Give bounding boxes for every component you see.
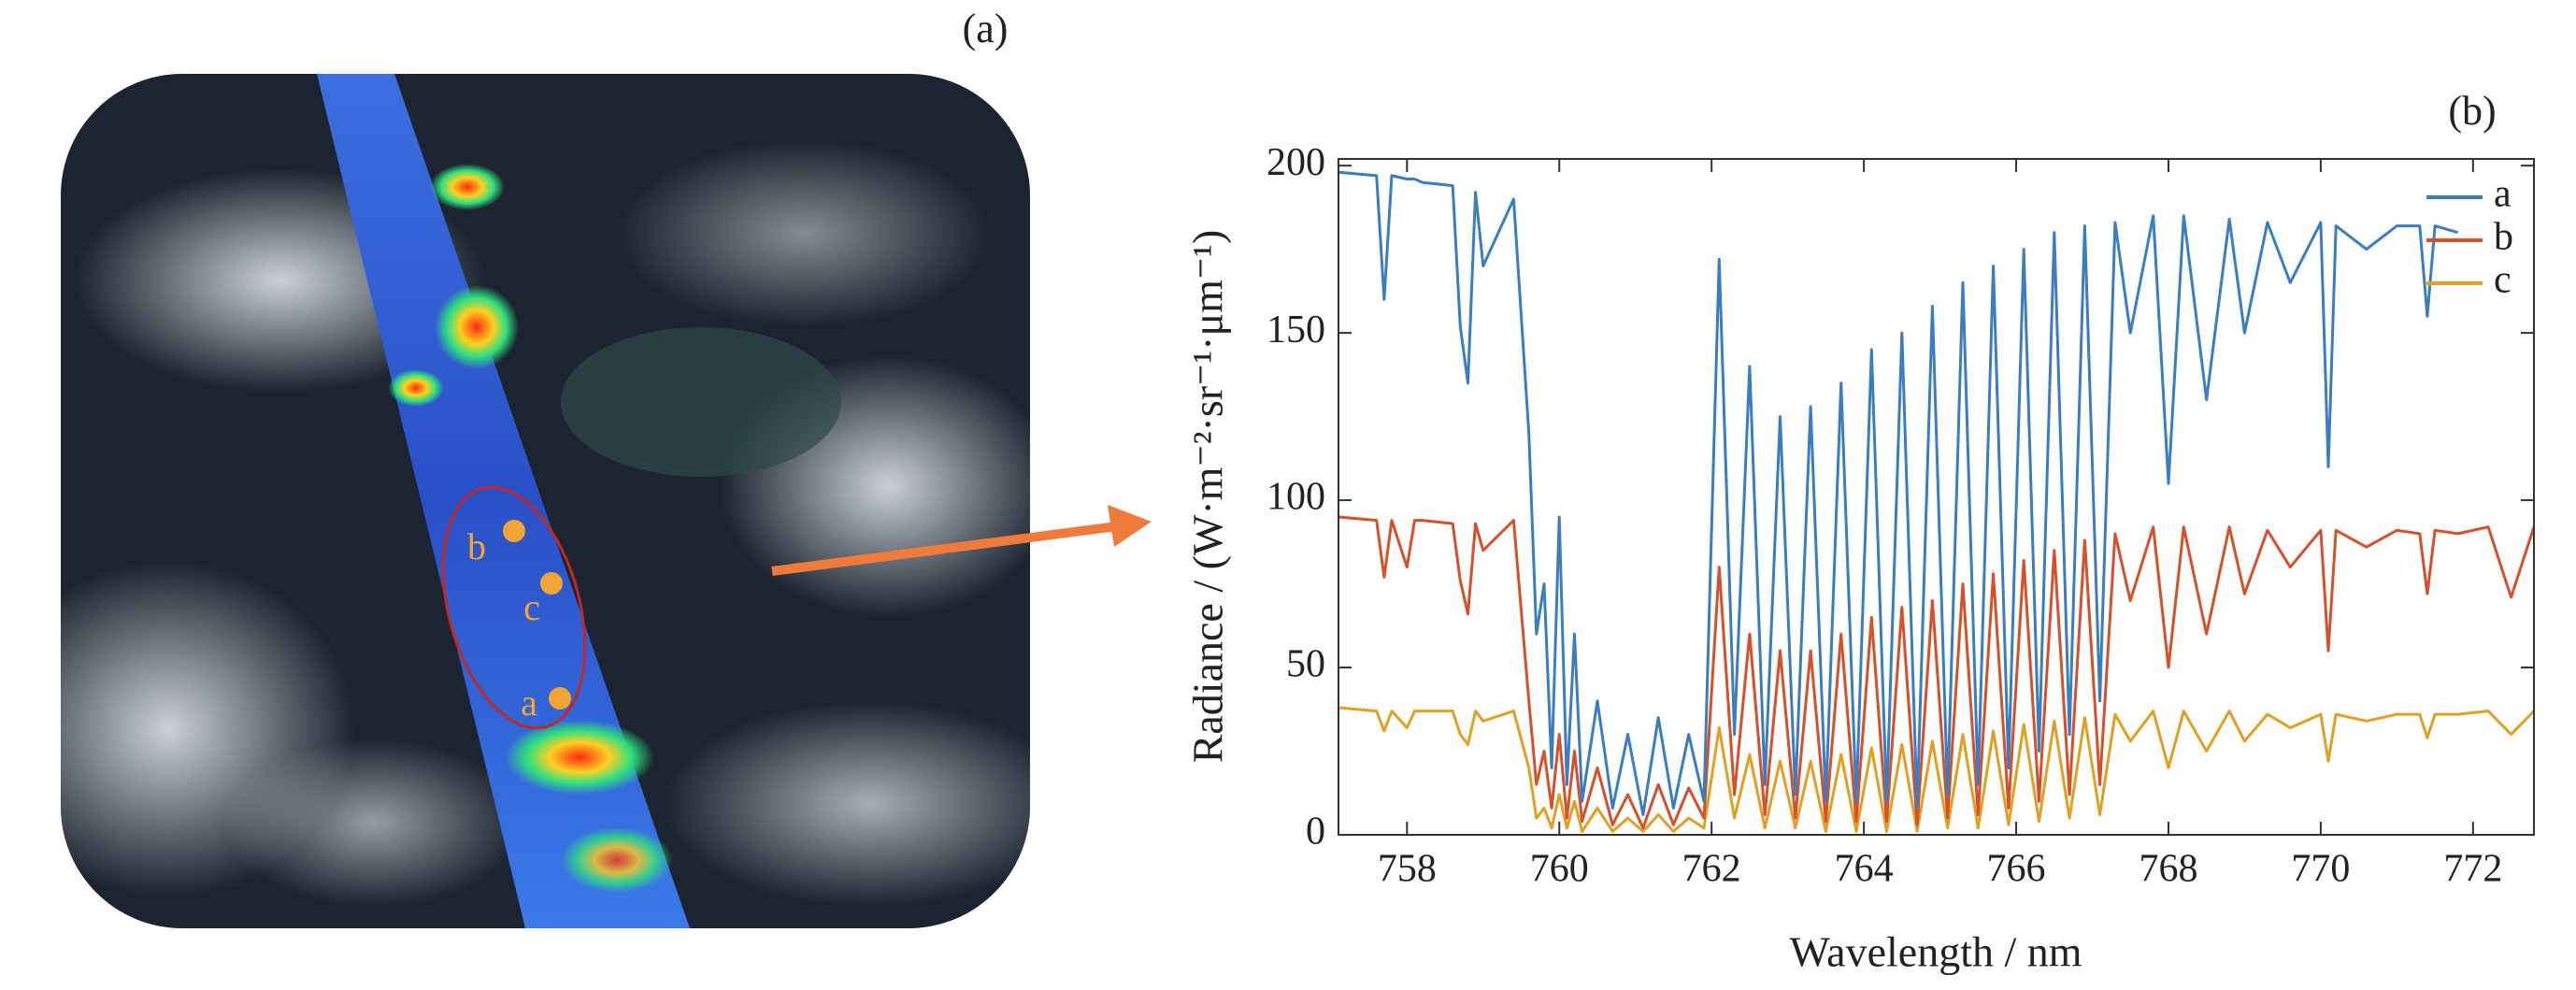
point-label: a xyxy=(521,682,537,724)
x-tick-label: 772 xyxy=(2443,848,2502,891)
y-tick-label: 150 xyxy=(1267,308,1325,352)
series-line xyxy=(1338,706,2536,833)
plot-frame xyxy=(1338,158,2535,836)
y-tick-label: 100 xyxy=(1267,476,1325,519)
x-axis-label: Wavelength / nm xyxy=(1789,928,2082,976)
series-line xyxy=(1338,515,2536,830)
panel-label: (a) xyxy=(963,6,1009,51)
legend-label: b xyxy=(2494,216,2513,259)
x-tick-label: 770 xyxy=(2291,848,2350,891)
legend-label: a xyxy=(2494,173,2512,216)
legend-label: c xyxy=(2494,259,2512,302)
point-label: b xyxy=(467,525,486,567)
x-tick-label: 762 xyxy=(1682,848,1741,891)
x-tick-label: 764 xyxy=(1835,848,1894,891)
arrow xyxy=(771,505,1152,576)
x-tick-label: 760 xyxy=(1530,848,1589,891)
y-tick-label: 0 xyxy=(1306,811,1325,854)
x-tick-label: 766 xyxy=(1987,848,2046,891)
chart-title: (b) xyxy=(2448,88,2496,134)
y-tick-label: 200 xyxy=(1267,141,1325,184)
x-tick-label: 768 xyxy=(2139,848,2197,891)
y-tick-label: 50 xyxy=(1286,643,1325,686)
plot: 758 760 762 764 766 768 770 772 0 50 100 150 200 abc xyxy=(1267,141,2536,891)
y-axis-label: Radiance / (W·m⁻²·sr⁻¹·μm⁻¹) xyxy=(1184,230,1232,764)
satellite-image: a b c xyxy=(61,74,1030,928)
x-tick-label: 758 xyxy=(1378,848,1437,891)
series-line xyxy=(1338,170,2458,816)
point-label: c xyxy=(523,586,540,628)
